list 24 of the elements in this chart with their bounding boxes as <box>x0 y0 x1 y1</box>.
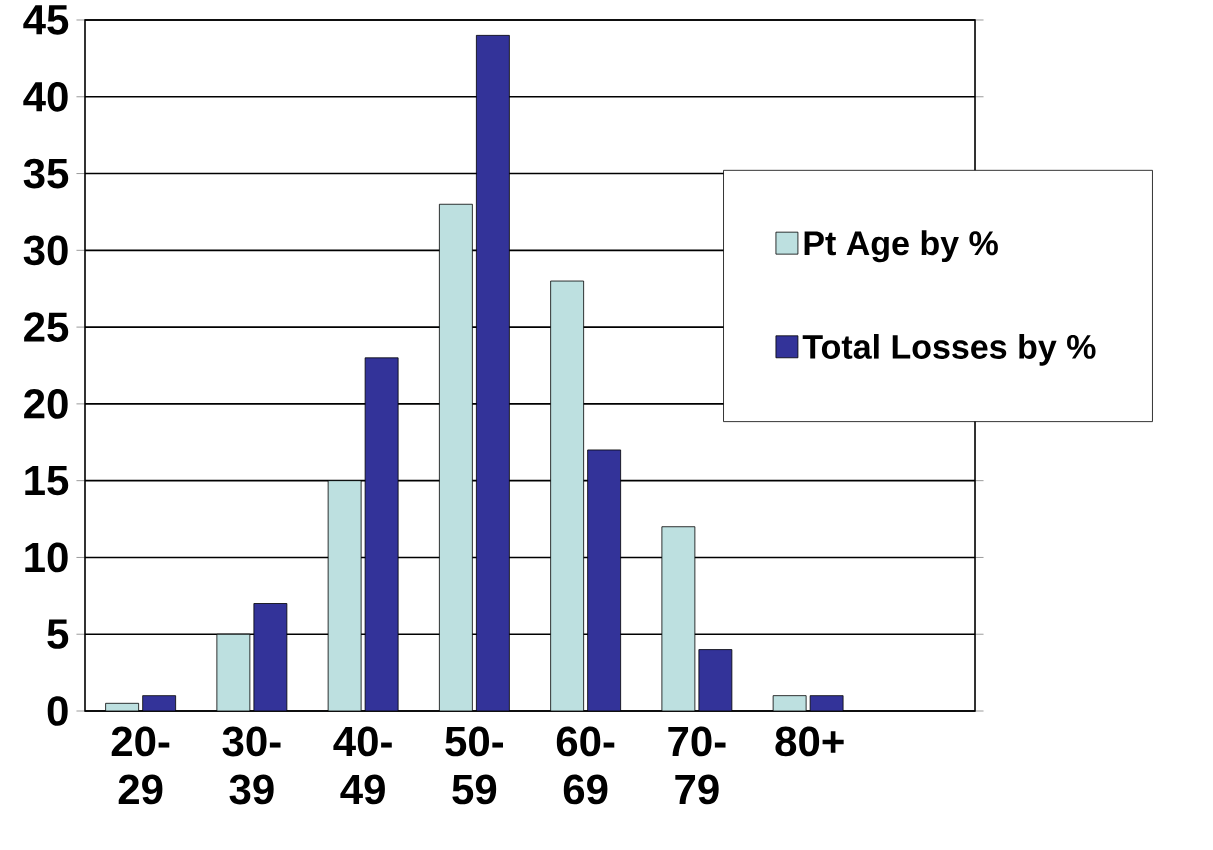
x-tick-label: 20-29 <box>111 726 170 805</box>
y-tick-label: 30 <box>23 235 68 266</box>
x-tick-label: 50-59 <box>445 726 504 805</box>
y-tick-label: 45 <box>23 5 69 35</box>
bar <box>587 449 622 711</box>
x-tick-label: 30-39 <box>222 726 281 805</box>
y-tick-label: 5 <box>47 619 69 649</box>
x-tick-label: 70-79 <box>668 726 726 805</box>
x-tick-label: 40-49 <box>333 726 392 805</box>
y-tick-label: 25 <box>24 312 69 342</box>
x-tick-label: 80+ <box>775 726 844 757</box>
bar <box>698 649 733 711</box>
y-tick-label: 20 <box>24 389 68 419</box>
y-tick-label: 15 <box>25 466 69 496</box>
y-tick-label: 10 <box>25 542 68 573</box>
legend-label: Pt Age by % <box>804 230 998 263</box>
bar <box>475 34 510 711</box>
y-tick-label: 35 <box>23 158 69 189</box>
bar <box>364 357 399 711</box>
bar <box>253 603 288 711</box>
y-tick-label: 0 <box>47 696 68 726</box>
legend-label: Total Losses by % <box>802 333 1096 366</box>
x-tick-label: 60-69 <box>556 726 615 805</box>
y-tick-label: 40 <box>23 81 68 112</box>
